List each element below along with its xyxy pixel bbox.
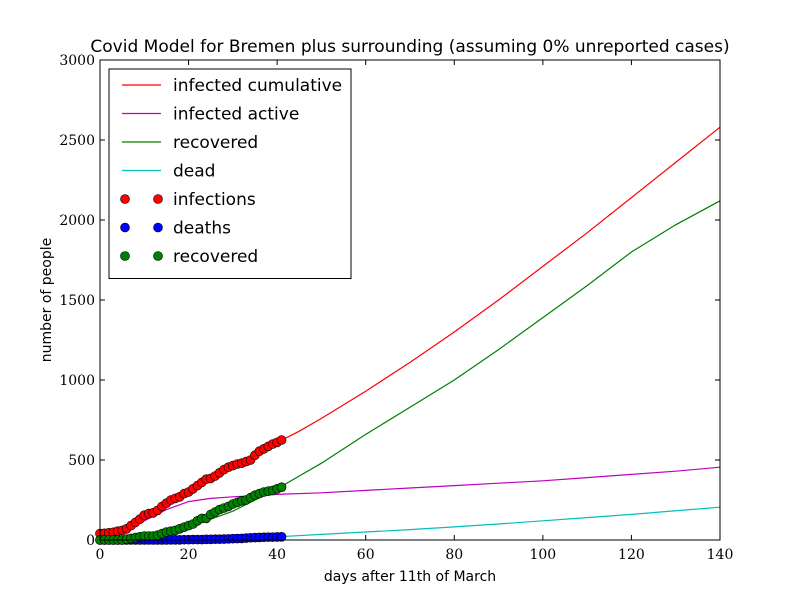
series-line-infected-active [99, 466, 721, 535]
legend-marker-swatch [153, 194, 163, 204]
legend-item-infections-4: infections [120, 190, 256, 210]
x-tick-label: 0 [96, 547, 105, 563]
x-tick-label: 40 [268, 547, 286, 563]
legend-marker-swatch [153, 222, 163, 233]
x-tick-label: 20 [180, 547, 198, 563]
x-tick-label: 140 [707, 547, 734, 563]
legend-marker-swatch [120, 222, 130, 233]
legend-marker-swatch [153, 251, 163, 261]
legend-label: infections [173, 190, 256, 210]
legend-label: deaths [173, 219, 231, 239]
y-tick-label: 3000 [59, 53, 95, 69]
legend-marker-swatch [120, 194, 130, 204]
y-axis-label: number of people [39, 238, 55, 363]
y-tick-label: 500 [68, 453, 95, 469]
scatter-series-recovered-2 [95, 482, 287, 545]
y-tick-label: 0 [86, 533, 95, 549]
legend-item-dead-3: dead [122, 162, 215, 182]
x-tick-label: 60 [357, 547, 375, 563]
data-point-infections [276, 435, 287, 445]
x-axis-label: days after 11th of March [324, 569, 496, 585]
y-tick-label: 2500 [59, 133, 95, 149]
x-tick-label: 120 [618, 547, 645, 563]
scatter-series-infections-0 [95, 435, 287, 539]
y-tick-label: 1500 [59, 293, 95, 309]
legend-item-deaths-5: deaths [120, 219, 231, 239]
legend-item-recovered-2: recovered [122, 133, 258, 153]
data-point-recovered [276, 482, 287, 493]
y-tick-label: 2000 [59, 213, 95, 229]
legend-item-infected-cumulative-0: infected cumulative [122, 76, 342, 96]
chart-title: Covid Model for Bremen plus surrounding … [90, 37, 729, 57]
legend-marker-swatch [120, 251, 130, 261]
legend-label: dead [173, 162, 215, 182]
legend-item-infected-active-1: infected active [122, 105, 299, 125]
y-tick-label: 1000 [59, 373, 95, 389]
legend-label: infected active [173, 105, 299, 125]
x-tick-label: 80 [445, 547, 463, 563]
legend-label: infected cumulative [173, 76, 342, 96]
legend-label: recovered [173, 247, 258, 267]
legend: infected cumulative infected active recove… [108, 68, 352, 279]
plot-frame [99, 59, 721, 541]
x-tick-label: 100 [529, 547, 556, 563]
legend-item-recovered-6: recovered [120, 247, 258, 267]
legend-box [108, 68, 352, 279]
legend-label: recovered [173, 133, 258, 153]
